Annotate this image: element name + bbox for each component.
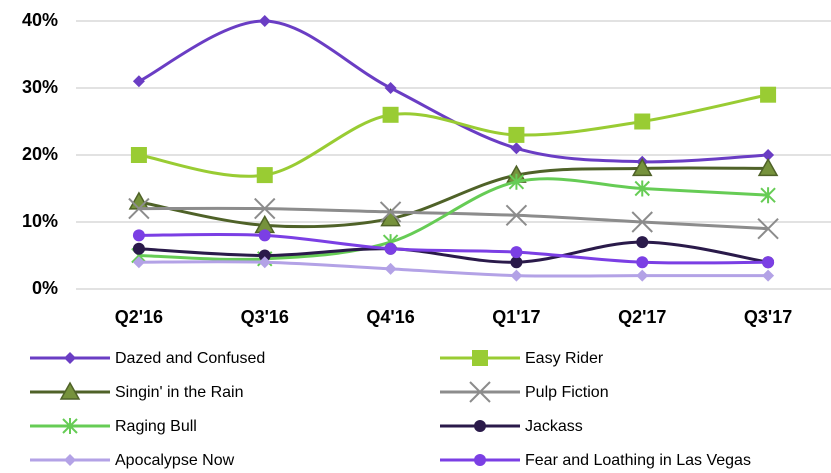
marker [762,269,775,282]
y-tick-label: 40% [22,10,58,30]
legend-label: Singin' in the Rain [115,384,243,401]
marker [762,256,775,269]
series-line [138,177,769,261]
marker [254,197,276,220]
marker [510,269,523,282]
marker [636,256,649,269]
legend-label: Dazed and Confused [115,350,265,367]
marker [132,229,145,242]
marker [469,381,491,403]
marker [757,217,779,240]
marker [634,180,650,197]
marker [760,86,777,103]
marker [128,197,150,220]
marker [505,204,528,227]
x-tick-label: Q3'17 [744,307,792,327]
marker [130,147,147,163]
marker [760,187,776,204]
marker [384,82,397,94]
marker [64,454,76,466]
marker [762,149,775,161]
marker [510,256,523,269]
marker [258,229,271,242]
marker [631,157,653,177]
marker [472,350,488,366]
series-line [138,260,769,278]
marker [59,381,81,400]
x-tick-label: Q4'16 [366,307,414,327]
marker [132,256,145,269]
legend-label: Raging Bull [115,418,197,435]
series-line [138,206,769,231]
x-tick-label: Q2'16 [115,307,163,327]
marker [382,106,399,123]
marker [132,75,145,88]
y-tick-label: 0% [32,278,58,298]
legend-label: Apocalypse Now [115,452,235,469]
y-tick-label: 30% [22,77,58,97]
marker [132,242,145,255]
series-line [138,166,769,229]
marker [510,142,523,155]
marker [510,246,523,259]
series-line [138,232,769,265]
marker [258,249,271,262]
marker [379,201,402,223]
y-tick-label: 10% [22,211,58,231]
y-tick-label: 20% [22,144,58,164]
marker [62,418,78,434]
marker [474,420,486,432]
marker [636,269,649,282]
series-line [138,240,769,264]
series-line [138,93,769,178]
marker [757,157,779,177]
legend-label: Easy Rider [525,350,604,367]
legend-label: Jackass [525,418,583,435]
marker [508,126,525,143]
marker [64,352,76,364]
x-tick-label: Q3'16 [241,307,289,327]
marker [384,242,397,255]
legend-label: Fear and Loathing in Las Vegas [525,452,751,469]
marker [634,113,651,130]
marker [474,454,486,466]
legend-label: Pulp Fiction [525,384,609,401]
marker [256,167,273,184]
marker [508,173,525,190]
marker [258,15,271,27]
x-tick-label: Q1'17 [492,307,540,327]
series-line [138,19,769,164]
x-tick-label: Q2'17 [618,307,666,327]
marker [258,256,271,269]
marker [636,236,649,249]
marker [631,211,653,233]
marker [384,262,397,275]
